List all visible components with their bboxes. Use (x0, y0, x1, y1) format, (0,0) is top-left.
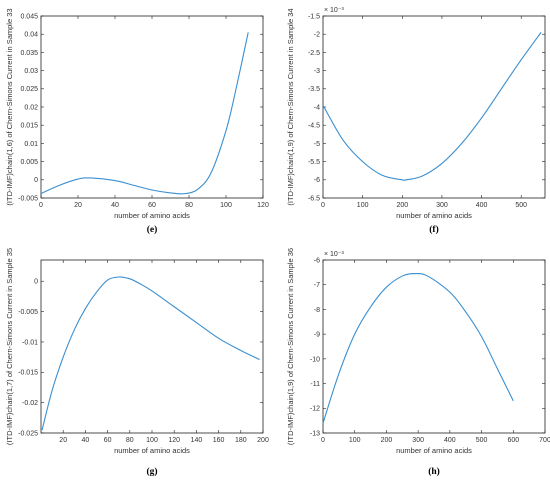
y-tick-label: -8 (314, 307, 320, 314)
x-tick-label: 400 (444, 437, 456, 444)
y-tick-label: 0 (34, 177, 38, 184)
x-tick-label: 100 (220, 202, 232, 209)
series-line (322, 32, 542, 181)
x-tick-label: 100 (146, 437, 158, 444)
chart-panel-f: 0 100 200 300 400 500 -6.5 -6 -5.5 -5 -4.5 -4 -3.5 -3… (286, 7, 546, 235)
x-tick-label: 700 (539, 437, 550, 444)
y-axis-label: (ITD-IMF)chain(1,9) of Chern-Simons Curr… (286, 248, 295, 445)
x-tick-label: 100 (357, 202, 369, 209)
y-tick-label: -0.005 (18, 195, 38, 202)
y-tick-label: -0.02 (22, 400, 38, 407)
chart-panel-h: 0 100 200 300 400 500 600 700 -13 -12 -11 -10 -9 -8 -7… (286, 248, 550, 477)
chart-panel-g: 20 40 60 80 100 120 140 160 180 200 -0.025 -0.02 -0.… (5, 248, 269, 477)
x-tick-label: 120 (168, 437, 180, 444)
x-tick-label: 40 (82, 437, 90, 444)
x-tick-label: 200 (257, 437, 269, 444)
y-tick-label: 0.045 (20, 13, 38, 20)
panel-caption: (h) (428, 466, 440, 477)
x-axis-label: number of amino acids (114, 211, 190, 220)
x-axis-label: number of amino acids (114, 446, 190, 455)
x-tick-label: 200 (396, 202, 408, 209)
x-tick-label: 160 (213, 437, 225, 444)
y-tick-label: -9 (314, 332, 320, 339)
x-tick-label: 500 (515, 202, 527, 209)
x-tick-label: 600 (507, 437, 519, 444)
y-tick-label: -4.5 (308, 123, 320, 130)
plot-area-g (40, 259, 264, 434)
y-axis-label: (ITD-IMF)chain(1,9) of Chern-Simons Curr… (286, 8, 295, 205)
y-tick-label: -13 (310, 430, 320, 437)
x-tick-label: 60 (148, 202, 156, 209)
y-tick-label: -1.5 (308, 13, 320, 20)
x-tick-label: 20 (74, 202, 82, 209)
panel-caption: (f) (429, 224, 439, 235)
series-line (41, 276, 260, 431)
x-tick-label: 500 (476, 437, 488, 444)
y-tick-label: 0 (34, 279, 38, 286)
plot-area-e (40, 15, 264, 199)
y-tick-label: 0.03 (24, 68, 38, 75)
y-tick-label: -5 (314, 141, 320, 148)
x-tick-label: 100 (349, 437, 361, 444)
y-tick-label: -3 (314, 68, 320, 75)
x-tick-label: 300 (436, 202, 448, 209)
y-tick-label: -11 (310, 381, 320, 388)
y-tick-label: -6 (314, 177, 320, 184)
y-tick-label: -0.005 (18, 309, 38, 316)
y-tick-label: -0.025 (18, 430, 38, 437)
y-tick-label: 0.015 (20, 123, 38, 130)
y-axis-label: (ITD-IMF)chain(1,6) of Chern-Simons Curr… (5, 8, 14, 205)
panel-caption: (g) (146, 466, 157, 477)
y-tick-label: 0.04 (24, 32, 38, 39)
y-axis-label: (ITD-IMF)chain(1,7) of Chern-Simons Curr… (5, 248, 14, 445)
x-tick-label: 20 (59, 437, 67, 444)
series-line (40, 32, 249, 195)
x-tick-label: 200 (381, 437, 393, 444)
y-exponent-label: × 10⁻³ (324, 7, 345, 14)
x-tick-label: 60 (104, 437, 112, 444)
y-exponent-label: × 10⁻³ (324, 251, 345, 258)
x-tick-label: 0 (321, 202, 325, 209)
y-tick-label: 0.035 (20, 50, 38, 57)
y-tick-label: -0.015 (18, 370, 38, 377)
plot-area-h (322, 259, 546, 434)
x-tick-label: 80 (185, 202, 193, 209)
plot-area-f (322, 15, 546, 199)
y-tick-label: -6.5 (308, 195, 320, 202)
x-tick-label: 180 (235, 437, 247, 444)
y-tick-label: 0.01 (24, 141, 38, 148)
x-tick-label: 140 (191, 437, 203, 444)
y-tick-label: -5.5 (308, 159, 320, 166)
y-tick-label: 0.02 (24, 104, 38, 111)
y-tick-label: 0.025 (20, 86, 38, 93)
y-tick-label: -0.01 (22, 339, 38, 346)
x-tick-label: 300 (412, 437, 424, 444)
y-tick-label: 0.005 (20, 159, 38, 166)
x-tick-label: 40 (111, 202, 119, 209)
y-tick-label: -10 (310, 356, 320, 363)
y-tick-label: -3.5 (308, 86, 320, 93)
series-line (322, 272, 514, 424)
x-axis-label: number of amino acids (396, 446, 472, 455)
y-tick-label: -12 (310, 406, 320, 413)
x-tick-label: 400 (476, 202, 488, 209)
chart-panel-e: 0 20 40 60 80 100 120-0.00500.0050.010.0150.02… (5, 8, 269, 235)
x-tick-label: 80 (126, 437, 134, 444)
y-tick-label: -4 (314, 104, 320, 111)
x-axis-label: number of amino acids (396, 211, 472, 220)
y-tick-label: -2.5 (308, 50, 320, 57)
y-tick-label: -6 (314, 257, 320, 264)
x-tick-label: 0 (321, 437, 325, 444)
y-tick-label: -7 (314, 282, 320, 289)
x-tick-label: 0 (39, 202, 43, 209)
x-tick-label: 120 (257, 202, 269, 209)
panel-caption: (e) (147, 224, 158, 235)
y-tick-label: -2 (314, 32, 320, 39)
